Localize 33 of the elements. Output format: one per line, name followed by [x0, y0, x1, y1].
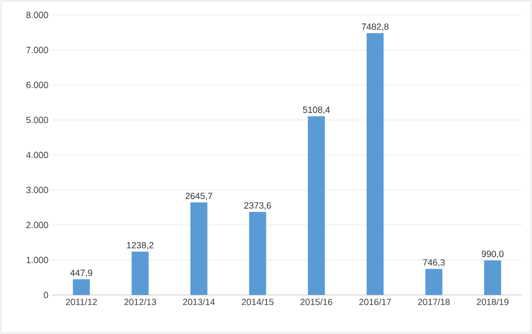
x-tick-label: 2014/15: [242, 298, 274, 306]
x-tick-label: 2011/12: [66, 298, 97, 306]
data-label: 2645,7: [186, 192, 212, 200]
y-tick-label: 1.000: [26, 256, 48, 264]
data-label: 1238,2: [127, 242, 154, 250]
y-tick-label: 4.000: [26, 152, 48, 158]
y-tick-label: 8.000: [26, 12, 48, 18]
data-label: 7482,8: [362, 23, 388, 31]
x-tick-label: 2013/14: [183, 298, 215, 306]
data-label: 2373,6: [244, 202, 271, 210]
bar: [249, 212, 266, 295]
x-tick-label: 2012/13: [124, 298, 156, 306]
data-label: 990,0: [482, 250, 504, 258]
y-tick-label: 6.000: [26, 82, 48, 88]
y-tick-label: 3.000: [26, 186, 48, 194]
data-label: 746,3: [423, 259, 445, 267]
data-label: 5108,4: [302, 106, 330, 114]
data-label: 447,9: [70, 270, 92, 278]
bar: [72, 279, 90, 295]
bar: [308, 116, 325, 295]
y-tick-label: 2.000: [26, 222, 48, 228]
y-tick-label: 5.000: [26, 116, 48, 124]
y-tick-label: 7.000: [26, 46, 48, 54]
bar: [425, 268, 442, 295]
x-tick-label: 2016/17: [359, 298, 391, 306]
y-tick-label: 0: [44, 292, 48, 298]
bar: [484, 260, 502, 295]
x-tick-label: 2017/18: [418, 298, 450, 306]
bar: [190, 202, 208, 295]
bar: [132, 252, 149, 295]
bar: [366, 33, 384, 295]
x-tick-label: 2018/19: [476, 298, 508, 306]
x-tick-label: 2015/16: [300, 298, 332, 306]
